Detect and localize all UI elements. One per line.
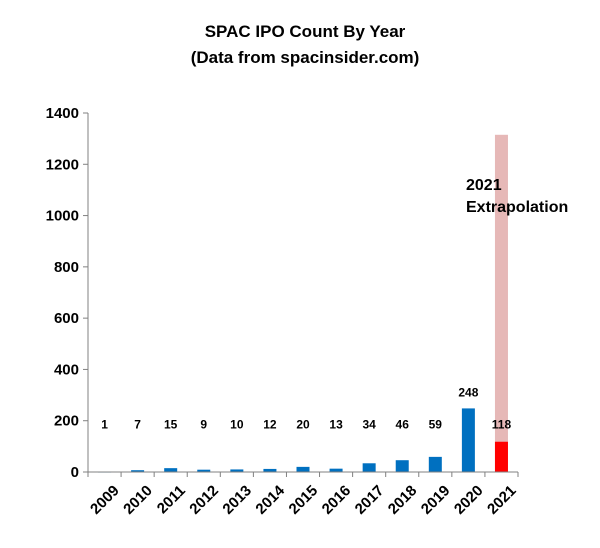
data-label-2021: 118 <box>492 417 512 431</box>
y-tick-label: 1200 <box>46 156 79 173</box>
data-label-2016: 13 <box>329 417 343 431</box>
data-labels-group: 1 7 15 9 10 12 20 13 34 46 59 248 118 <box>101 385 511 431</box>
bar-2015 <box>296 466 310 472</box>
data-label-2020: 248 <box>458 385 478 399</box>
bars-group <box>98 134 508 473</box>
y-axis: 0 200 400 600 800 1000 1200 1400 <box>46 105 89 481</box>
x-tick-label: 2016 <box>319 482 355 518</box>
bar-2016 <box>329 468 343 472</box>
bar-2013 <box>230 469 244 472</box>
annotation-line-1: 2021 <box>466 177 502 194</box>
data-label-2017: 34 <box>362 417 376 431</box>
bar-2012 <box>197 469 211 472</box>
data-label-2014: 12 <box>263 417 277 431</box>
data-label-2015: 20 <box>296 417 310 431</box>
bar-2014 <box>263 468 277 472</box>
bar-2018 <box>395 460 409 472</box>
data-label-2009: 1 <box>101 417 108 431</box>
bar-2020 <box>461 408 475 472</box>
bar-2021 <box>494 441 508 472</box>
x-tick-label: 2012 <box>186 482 222 518</box>
bar-2017 <box>362 463 376 472</box>
y-tick-label: 1400 <box>46 105 79 122</box>
data-label-2018: 46 <box>396 417 410 431</box>
bar-2011 <box>164 468 178 472</box>
chart-title: SPAC IPO Count By Year <box>205 22 406 41</box>
x-tick-label: 2019 <box>418 482 454 518</box>
data-label-2010: 7 <box>134 417 141 431</box>
y-tick-label: 1000 <box>46 208 79 225</box>
y-tick-label: 800 <box>54 259 79 276</box>
x-tick-label: 2011 <box>154 482 189 517</box>
x-tick-label: 2015 <box>286 482 322 518</box>
data-label-2012: 9 <box>200 417 207 431</box>
y-tick-label: 0 <box>71 464 79 481</box>
x-tick-label: 2014 <box>252 482 288 518</box>
y-tick-label: 200 <box>54 413 79 430</box>
x-tick-label: 2017 <box>352 482 388 518</box>
x-tick-label: 2009 <box>87 482 123 518</box>
x-axis: 2009201020112012201320142015201620172018… <box>87 471 520 518</box>
annotation-line-2: Extrapolation <box>466 199 568 216</box>
chart-subtitle: (Data from spacinsider.com) <box>191 48 420 67</box>
x-tick-label: 2021 <box>484 482 520 518</box>
data-label-2011: 15 <box>164 417 178 431</box>
x-tick-label: 2020 <box>451 482 487 518</box>
x-tick-label: 2018 <box>385 482 421 518</box>
data-label-2019: 59 <box>429 417 443 431</box>
x-tick-label: 2013 <box>219 482 255 518</box>
y-tick-label: 400 <box>54 361 79 378</box>
x-tick-label: 2010 <box>120 482 156 518</box>
bar-2021 <box>494 134 508 472</box>
y-tick-label: 600 <box>54 310 79 327</box>
bar-2019 <box>428 456 442 472</box>
data-label-2013: 10 <box>230 417 244 431</box>
bar-2010 <box>131 470 145 472</box>
